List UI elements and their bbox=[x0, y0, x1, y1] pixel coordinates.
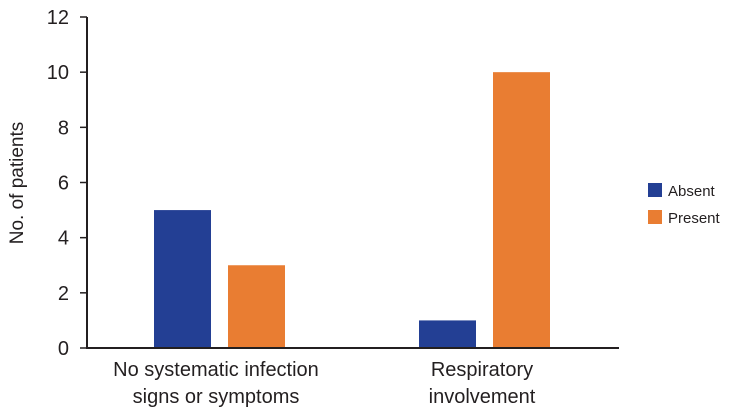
legend: Absent Present bbox=[648, 183, 721, 227]
y-tick-label: 12 bbox=[47, 7, 69, 29]
y-tick-label: 4 bbox=[58, 228, 69, 250]
legend-swatch-absent bbox=[648, 183, 662, 197]
y-tick-label: 6 bbox=[58, 173, 69, 195]
bar-present-1 bbox=[493, 72, 550, 349]
x-tick-label: Respiratory bbox=[431, 359, 533, 381]
legend-swatch-present bbox=[648, 210, 662, 224]
x-axis-labels: No systematic infection signs or symptoms… bbox=[113, 359, 536, 408]
y-tick-label: 2 bbox=[58, 283, 69, 305]
y-tick-label: 8 bbox=[58, 117, 69, 139]
legend-label-present: Present bbox=[668, 210, 721, 227]
x-tick-label: involvement bbox=[429, 386, 536, 408]
bars bbox=[154, 72, 550, 349]
x-tick-label: signs or symptoms bbox=[133, 386, 300, 408]
y-axis-label: No. of patients bbox=[7, 122, 28, 245]
y-tick-label: 10 bbox=[47, 62, 69, 84]
x-tick-label: No systematic infection bbox=[113, 359, 319, 381]
y-tick-label: 0 bbox=[58, 338, 69, 360]
legend-label-absent: Absent bbox=[668, 183, 716, 200]
bar-absent-0 bbox=[154, 210, 211, 348]
bar-absent-1 bbox=[419, 320, 476, 348]
y-axis-ticks: 0 2 4 6 8 10 12 bbox=[47, 7, 87, 360]
bar-present-0 bbox=[228, 265, 285, 348]
